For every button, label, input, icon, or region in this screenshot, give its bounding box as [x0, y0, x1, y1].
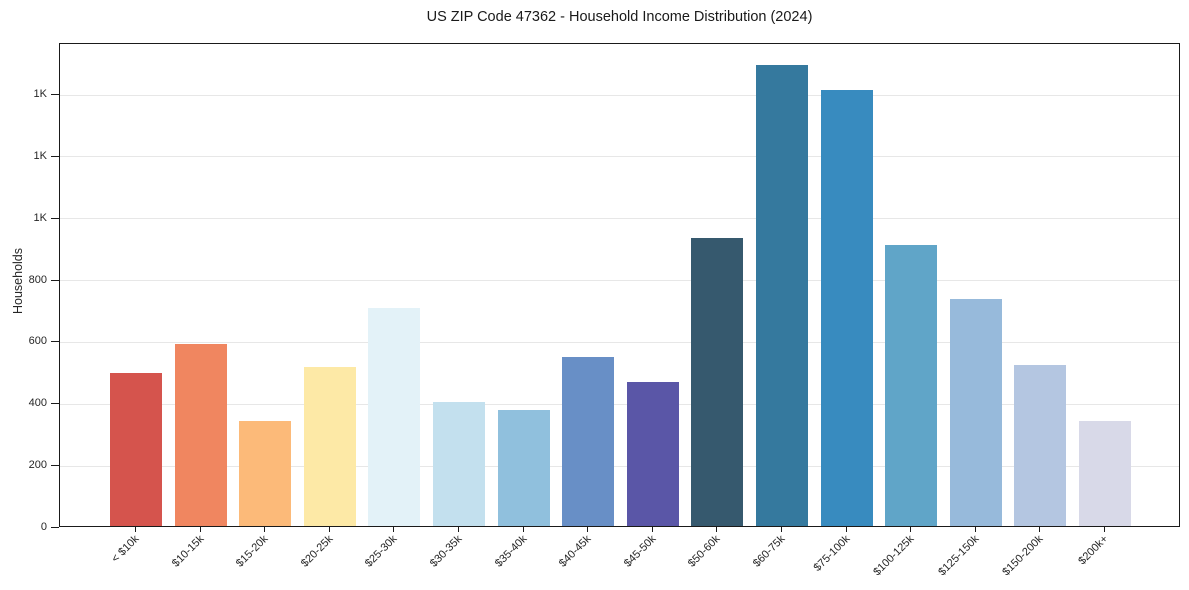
y-tick-label: 600: [28, 335, 47, 348]
bar-15: [1079, 420, 1131, 526]
x-tick-mark: [199, 527, 201, 532]
x-tick-mark: [1039, 527, 1041, 532]
y-tick-label: 1K: [33, 211, 47, 224]
bar-5: [433, 402, 485, 526]
y-tick-mark: [51, 155, 59, 157]
bar-13: [949, 298, 1002, 526]
x-tick-mark: [845, 527, 847, 532]
bar-14: [1014, 365, 1067, 526]
y-tick-mark: [51, 465, 59, 467]
gridline: [60, 465, 1179, 467]
bar-7: [562, 357, 615, 526]
bar-11: [820, 89, 873, 526]
y-tick-mark: [51, 279, 59, 281]
gridline: [60, 156, 1179, 158]
x-tick-mark: [522, 527, 524, 532]
x-tick-mark: [135, 527, 136, 532]
y-tick-mark: [51, 403, 59, 405]
bar-2: [239, 420, 292, 526]
x-tick-mark: [716, 527, 718, 532]
bar-3: [303, 366, 356, 526]
y-tick-label: 400: [28, 397, 47, 410]
y-tick-mark: [51, 527, 59, 528]
y-tick-label: 200: [28, 459, 47, 472]
x-tick-mark: [393, 527, 395, 532]
x-tick-label: < $10k: [109, 533, 142, 566]
bar-6: [497, 410, 550, 526]
gridline: [60, 280, 1179, 282]
y-tick-label: 800: [28, 273, 47, 286]
plot-area: [59, 43, 1180, 527]
x-tick-mark: [1104, 527, 1105, 532]
x-tick-mark: [587, 527, 589, 532]
x-tick-mark: [458, 527, 459, 532]
bar-8: [626, 382, 679, 526]
gridline: [60, 403, 1179, 405]
y-tick-label: 1K: [33, 88, 47, 101]
x-tick-mark: [910, 527, 912, 532]
gridline: [60, 341, 1179, 343]
bar-4: [368, 307, 421, 526]
y-tick-label: 0: [40, 521, 47, 533]
gridline: [60, 94, 1179, 96]
y-tick-label: 1K: [33, 149, 47, 162]
y-tick-mark: [51, 94, 59, 96]
y-tick-mark: [51, 341, 59, 343]
chart-title: US ZIP Code 47362 - Household Income Dis…: [426, 9, 813, 25]
bar-9: [691, 238, 744, 526]
x-tick-mark: [651, 527, 653, 532]
x-tick-mark: [974, 527, 976, 532]
bar-1: [174, 343, 227, 526]
y-tick-mark: [51, 217, 59, 219]
gridline: [60, 218, 1179, 220]
bar-0: [110, 372, 162, 526]
x-tick-mark: [264, 527, 266, 532]
bar-12: [885, 244, 938, 526]
x-tick-mark: [781, 527, 782, 532]
bar-10: [756, 65, 808, 526]
x-tick-mark: [328, 527, 330, 532]
